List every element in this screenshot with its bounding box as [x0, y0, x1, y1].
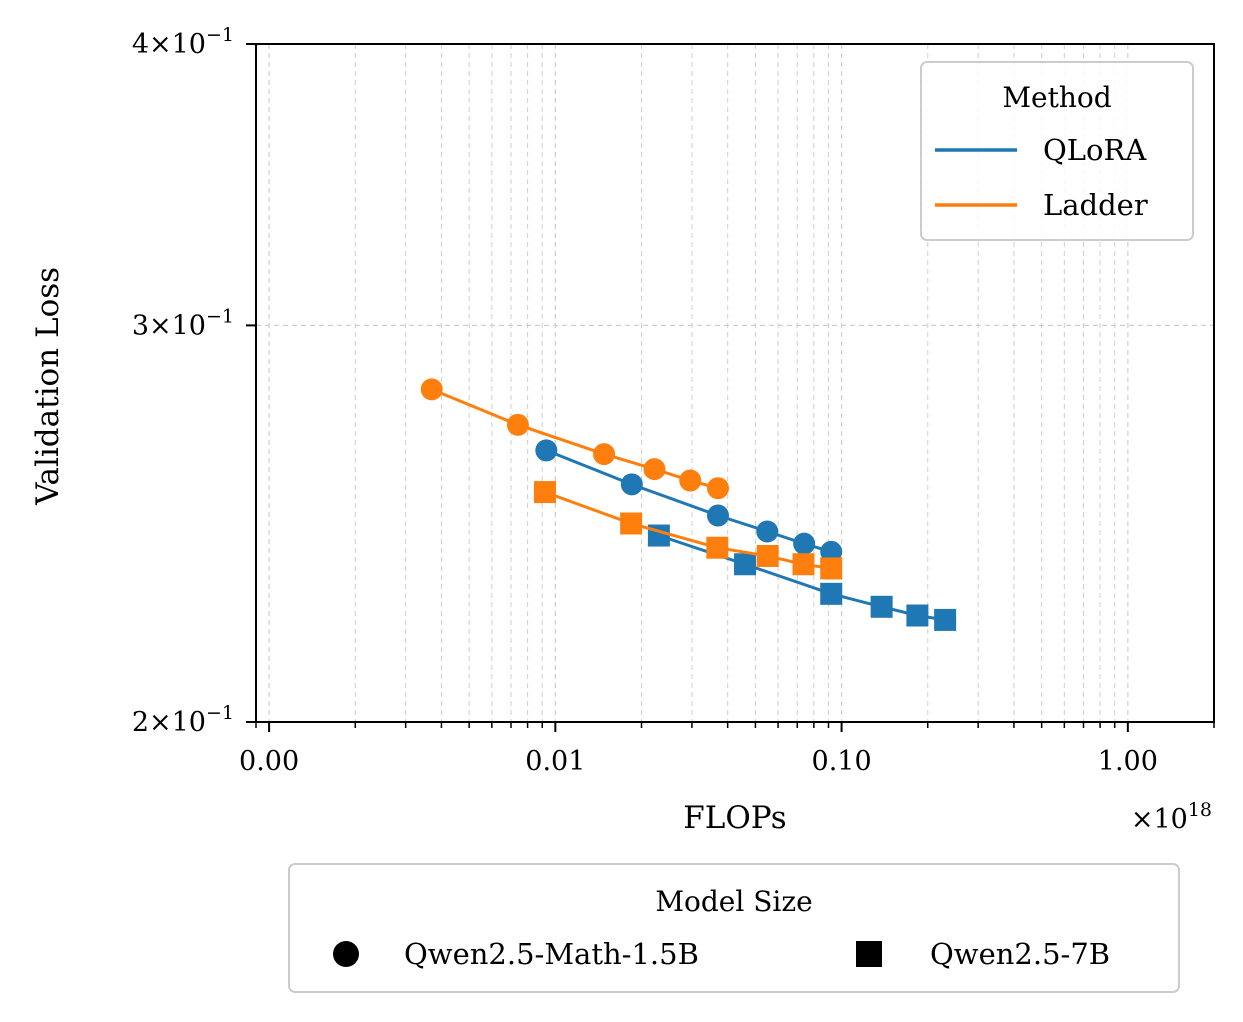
- y-tick-exponent: −1: [206, 24, 234, 46]
- series-line-qlora-math-1.5b: [545, 449, 832, 554]
- legend-math-1.5b-label: Qwen2.5-Math-1.5B: [404, 937, 699, 971]
- data-point-circle: [420, 378, 443, 401]
- data-point-circle: [706, 504, 729, 527]
- data-point-square: [792, 553, 815, 576]
- legend-method-title: Method: [1002, 81, 1111, 114]
- y-tick-mantissa: 3×10: [132, 310, 206, 341]
- y-tick-mantissa: 2×10: [132, 707, 206, 738]
- data-point-circle: [620, 473, 643, 496]
- y-axis-label: Validation Loss: [30, 267, 66, 506]
- legend-model-box: [288, 863, 1180, 993]
- series-layer: [420, 378, 957, 631]
- series-line-ladder-math-1.5b: [431, 388, 719, 490]
- legend-model-size: Model Size Qwen2.5-Math-1.5B Qwen2.5-7B: [288, 863, 1180, 993]
- x-multiplier-exp: 18: [1188, 799, 1212, 821]
- x-multiplier-base: ×10: [1131, 804, 1188, 835]
- legend-qlora-label: QLoRA: [1043, 133, 1147, 167]
- x-axis-label: FLOPs: [683, 800, 786, 836]
- data-point-square: [934, 608, 957, 631]
- legend-square-marker: [856, 941, 882, 967]
- legend-ladder-label: Ladder: [1043, 188, 1148, 222]
- y-tick-mantissa: 4×10: [132, 29, 206, 60]
- data-point-square: [820, 582, 843, 605]
- legend-method: Method QLoRA Ladder: [920, 61, 1194, 241]
- x-axis-multiplier: ×1018: [1131, 799, 1212, 835]
- legend-method-box: [920, 61, 1194, 241]
- data-point-square: [706, 536, 729, 559]
- y-tick-exponent: −1: [206, 702, 234, 724]
- x-tick-label: 0.00: [239, 746, 299, 777]
- data-point-circle: [535, 439, 558, 462]
- data-point-circle: [820, 540, 843, 563]
- y-tick-label: 2×10−1: [132, 702, 234, 738]
- data-point-circle: [506, 413, 529, 436]
- data-point-square: [870, 595, 893, 618]
- legend-model-title: Model Size: [655, 885, 812, 918]
- data-point-circle: [679, 469, 702, 492]
- data-point-circle: [756, 520, 779, 543]
- axis-ticks: 4×10−13×10−12×10−10.00 0.01 0.10 1.00: [132, 24, 1215, 777]
- data-point-circle: [793, 532, 816, 555]
- y-tick-label: 3×10−1: [132, 305, 234, 341]
- legend-7b-label: Qwen2.5-7B: [930, 937, 1110, 971]
- data-point-circle: [643, 458, 666, 481]
- x-tick-label: 1.00: [1098, 746, 1158, 777]
- data-point-square: [756, 544, 779, 567]
- data-point-square: [533, 481, 556, 504]
- data-point-square: [906, 604, 929, 627]
- x-tick-label: 0.01: [525, 746, 585, 777]
- plot-frame: [255, 43, 1215, 723]
- x-tick-label: 0.10: [812, 746, 872, 777]
- data-point-circle: [593, 443, 616, 466]
- data-point-circle: [706, 477, 729, 500]
- data-point-square: [820, 557, 843, 580]
- data-point-square: [734, 553, 757, 576]
- y-tick-exponent: −1: [206, 305, 234, 327]
- data-point-square: [620, 512, 643, 535]
- y-tick-label: 4×10−1: [132, 24, 234, 60]
- legend-circle-marker: [333, 941, 359, 967]
